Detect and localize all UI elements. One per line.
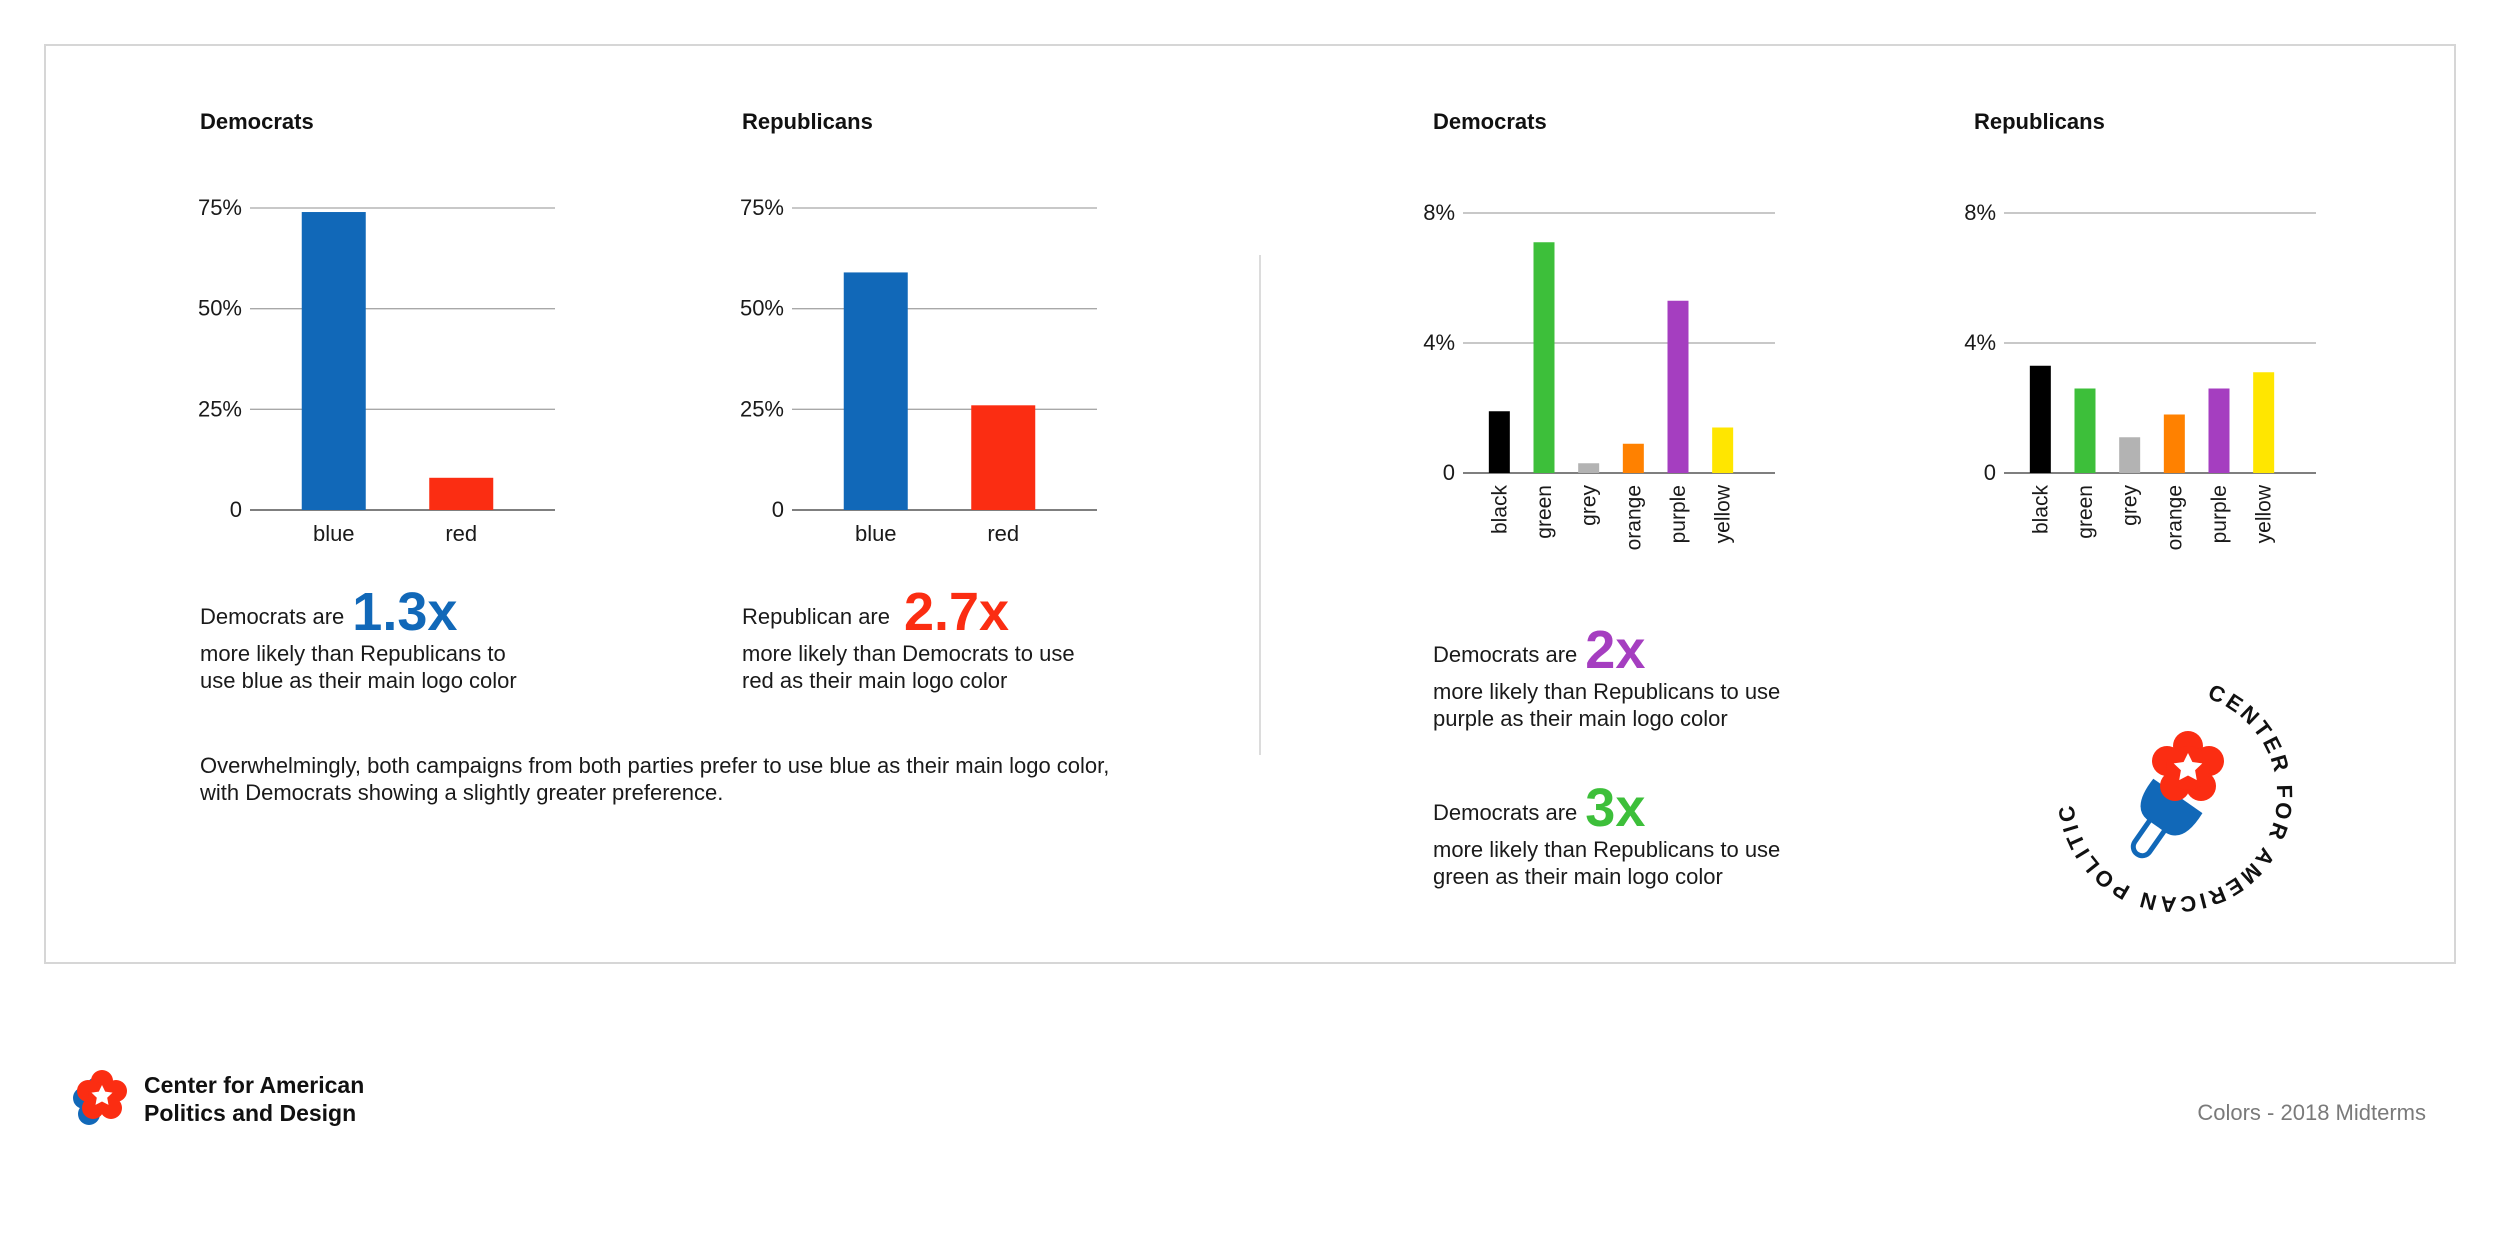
x-tick-label: green bbox=[2074, 485, 2097, 539]
footer-org-name: Center for American Politics and Design bbox=[144, 1071, 364, 1127]
note-lead: Democrats are bbox=[1433, 642, 1578, 667]
note-multiplier: 1.3x bbox=[352, 582, 458, 642]
bar-blue bbox=[301, 212, 366, 510]
x-tick-label: grey bbox=[1578, 485, 1601, 526]
x-tick-label: orange bbox=[2163, 485, 2186, 550]
bar-yellow bbox=[1712, 427, 1734, 473]
note-lead: Democrats are bbox=[200, 604, 345, 629]
bar-chart-republicans-party-colors: 0 25% 50% 75% blue red bbox=[740, 195, 1097, 546]
bar-black bbox=[2029, 365, 2051, 473]
bar-red bbox=[429, 477, 494, 510]
bar-purple bbox=[2208, 388, 2230, 473]
bar-grey bbox=[1578, 463, 1600, 473]
y-tick-label: 25% bbox=[198, 396, 242, 421]
y-tick-label: 4% bbox=[1964, 330, 1996, 355]
x-tick-label: blue bbox=[313, 521, 355, 546]
note-line: more likely than Republicans to use bbox=[1433, 837, 1781, 862]
note-line: red as their main logo color bbox=[742, 668, 1008, 693]
bar-orange bbox=[1622, 443, 1644, 473]
bar-green bbox=[2074, 388, 2096, 473]
footer-org-line: Politics and Design bbox=[144, 1100, 357, 1126]
y-tick-label: 0 bbox=[772, 497, 784, 522]
note-democrats-purple: Democrats are 2x more likely than Republi… bbox=[1433, 622, 1780, 732]
footer-org-line: Center for American bbox=[144, 1072, 365, 1098]
x-tick-label: yellow bbox=[2253, 484, 2276, 543]
y-tick-label: 0 bbox=[1443, 460, 1455, 485]
note-democrats-blue: Democrats are 1.3x more likely than Repub… bbox=[200, 584, 517, 694]
summary-text: Overwhelmingly, both campaigns from both… bbox=[200, 753, 1110, 805]
chart-title-democrats-party-colors: Democrats bbox=[200, 109, 314, 134]
x-tick-label: grey bbox=[2119, 485, 2142, 526]
y-tick-label: 25% bbox=[740, 396, 784, 421]
star-flower-logo-icon bbox=[73, 1070, 127, 1125]
note-multiplier: 2x bbox=[1585, 620, 1646, 680]
chart-title-democrats-other-colors: Democrats bbox=[1433, 109, 1547, 134]
footer-caption: Colors - 2018 Midterms bbox=[2197, 1100, 2426, 1125]
bar-chart-democrats-other-colors: 0 4% 8% black green grey orange purple yellow bbox=[1423, 200, 1775, 550]
note-line: more likely than Republicans to use bbox=[1433, 679, 1781, 704]
x-tick-label: black bbox=[2029, 485, 2052, 535]
x-tick-label: red bbox=[987, 521, 1019, 546]
y-tick-label: 50% bbox=[740, 296, 784, 321]
y-tick-label: 8% bbox=[1964, 200, 1996, 225]
note-lead: Democrats are bbox=[1433, 800, 1578, 825]
x-tick-label: purple bbox=[2208, 485, 2231, 543]
popsicle-star-seal-icon: CENTER FOR AMERICAN POLITICS AND DESIGN bbox=[2030, 650, 2294, 917]
note-lead: Republican are bbox=[742, 604, 890, 629]
chart-title-republicans-other-colors: Republicans bbox=[1974, 109, 2105, 134]
y-tick-label: 50% bbox=[198, 296, 242, 321]
note-line: purple as their main logo color bbox=[1433, 706, 1728, 731]
bar-orange bbox=[2163, 414, 2185, 473]
bar-blue bbox=[843, 272, 908, 510]
x-tick-label: yellow bbox=[1712, 484, 1735, 543]
x-tick-label: green bbox=[1533, 485, 1556, 539]
bar-black bbox=[1488, 411, 1510, 473]
y-tick-label: 0 bbox=[1984, 460, 1996, 485]
bar-green bbox=[1533, 242, 1555, 473]
x-tick-label: purple bbox=[1667, 485, 1690, 543]
note-republicans-red: Republican are 2.7x more likely than Demo… bbox=[742, 584, 1075, 694]
section-divider bbox=[1259, 255, 1261, 755]
note-multiplier: 3x bbox=[1585, 778, 1646, 838]
note-line: green as their main logo color bbox=[1433, 864, 1723, 889]
bar-purple bbox=[1667, 300, 1689, 473]
bar-yellow bbox=[2253, 372, 2275, 473]
x-tick-label: blue bbox=[855, 521, 897, 546]
bar-red bbox=[971, 405, 1036, 510]
note-multiplier: 2.7x bbox=[903, 582, 1010, 642]
note-democrats-green: Democrats are 3x more likely than Republi… bbox=[1433, 780, 1780, 890]
bar-chart-republicans-other-colors: 0 4% 8% black green grey orange purple yellow bbox=[1964, 200, 2316, 550]
note-line: more likely than Democrats to use bbox=[742, 641, 1075, 666]
note-line: use blue as their main logo color bbox=[200, 668, 517, 693]
x-tick-label: orange bbox=[1622, 485, 1645, 550]
y-tick-label: 0 bbox=[230, 497, 242, 522]
note-line: more likely than Republicans to bbox=[200, 641, 506, 666]
y-tick-label: 75% bbox=[740, 195, 784, 220]
y-tick-label: 4% bbox=[1423, 330, 1455, 355]
bar-chart-democrats-party-colors: 0 25% 50% 75% blue red bbox=[198, 195, 555, 546]
x-tick-label: black bbox=[1488, 485, 1511, 535]
chart-title-republicans-party-colors: Republicans bbox=[742, 109, 873, 134]
bar-grey bbox=[2119, 437, 2141, 473]
x-tick-label: red bbox=[445, 521, 477, 546]
y-tick-label: 75% bbox=[198, 195, 242, 220]
y-tick-label: 8% bbox=[1423, 200, 1455, 225]
